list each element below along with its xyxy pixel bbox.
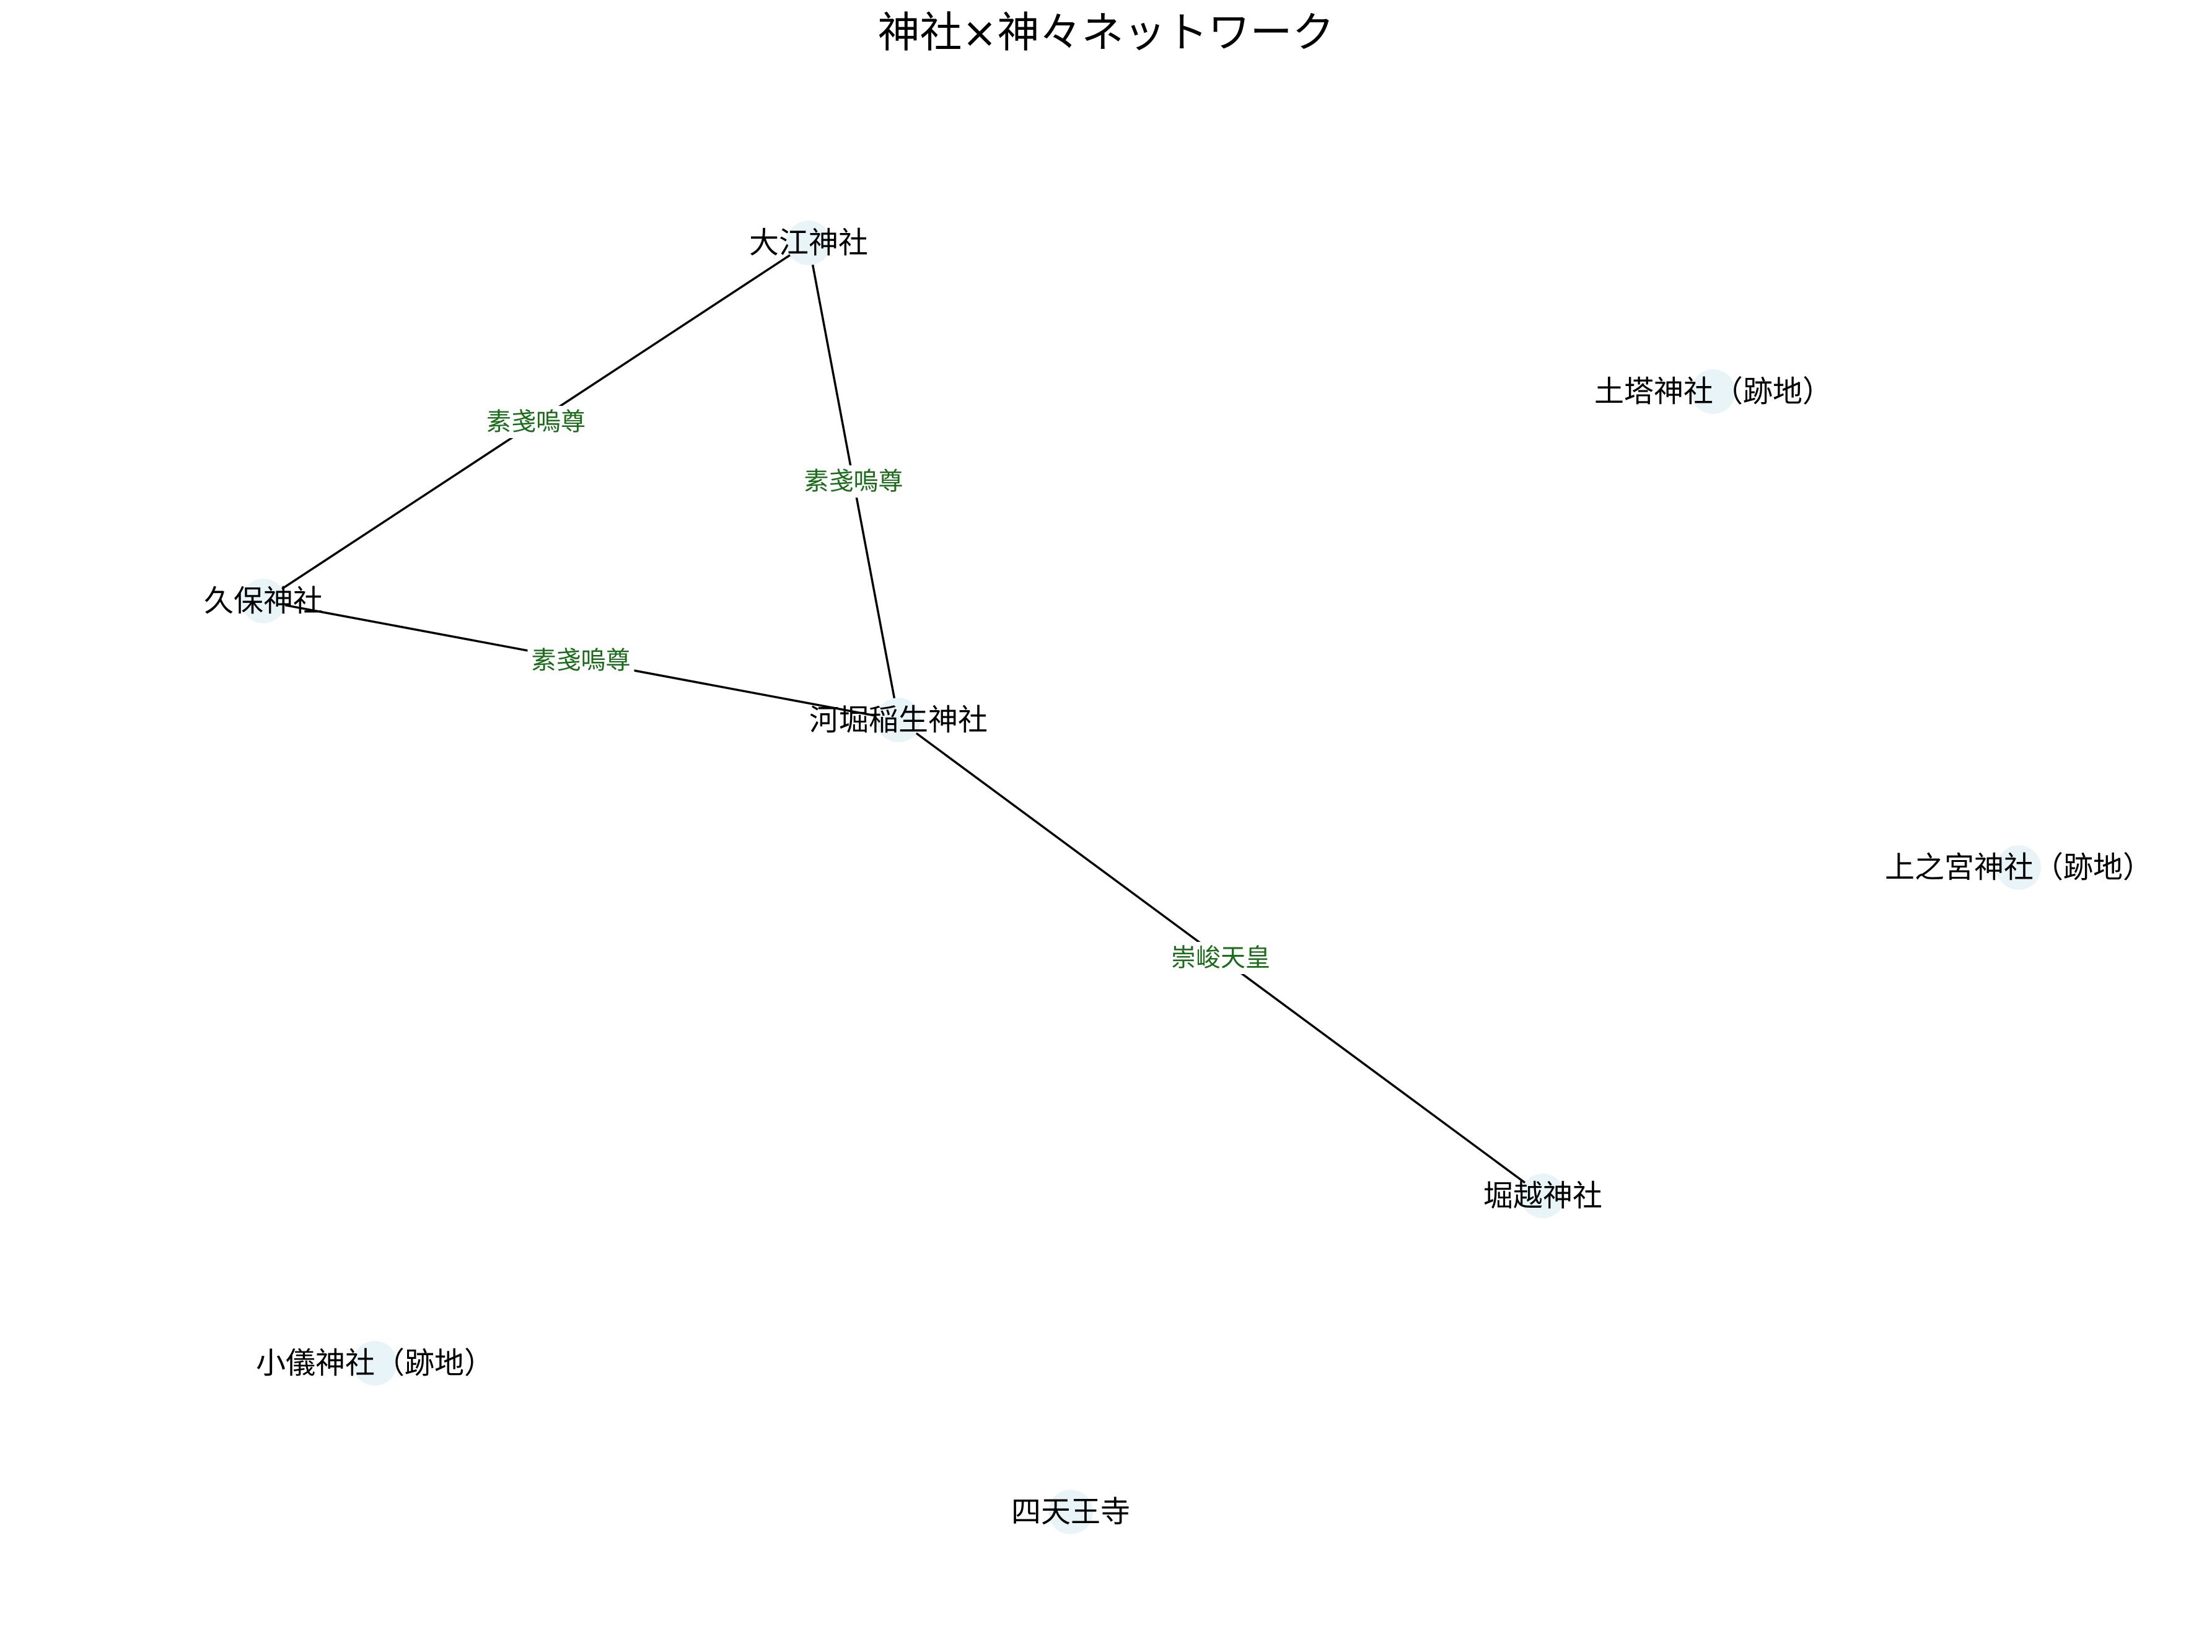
edge-label-background: [527, 644, 634, 677]
node-circle-ogi: [353, 1341, 397, 1386]
diagram-title: 神社×神々ネットワーク: [878, 9, 1335, 58]
edge-label-group-oe-kawahori: 素戔嗚尊: [800, 465, 907, 498]
node-label-uenomiya: 上之宮神社（跡地）: [1885, 850, 2153, 885]
node-shitennoji: 四天王寺: [1011, 1490, 1130, 1534]
edge-label-background: [1167, 942, 1274, 974]
edge-label-background: [800, 465, 907, 498]
node-circle-uenomiya: [1996, 845, 2041, 890]
node-label-doto: 土塔神社（跡地）: [1594, 374, 1832, 409]
edge-label: 素戔嗚尊: [486, 408, 586, 436]
node-label-shitennoji: 四天王寺: [1011, 1495, 1130, 1529]
node-circle-kawahori: [876, 698, 921, 742]
edge-label: 素戔嗚尊: [804, 467, 903, 496]
node-doto: 土塔神社（跡地）: [1594, 369, 1832, 414]
node-kubo: 久保神社: [204, 579, 323, 623]
node-circle-doto: [1691, 369, 1736, 414]
node-circle-oe: [786, 221, 831, 265]
node-ogi: 小儀神社（跡地）: [256, 1341, 494, 1386]
node-circle-shitennoji: [1048, 1490, 1093, 1534]
node-label-kubo: 久保神社: [204, 584, 323, 618]
node-label-ogi: 小儀神社（跡地）: [256, 1346, 494, 1381]
edge-label: 素戔嗚尊: [532, 646, 631, 675]
node-label-horikoshi: 堀越神社: [1483, 1179, 1602, 1213]
node-horikoshi: 堀越神社: [1483, 1174, 1602, 1218]
node-kawahori: 河堀稲生神社: [809, 698, 988, 742]
node-label-oe: 大江神社: [749, 226, 868, 260]
edge-label-group-kawahori-horikoshi: 崇峻天皇: [1167, 942, 1274, 974]
edge-label-background: [483, 406, 589, 438]
edge-label: 崇峻天皇: [1171, 944, 1270, 972]
node-circle-kubo: [241, 579, 286, 623]
node-circle-horikoshi: [1521, 1174, 1565, 1218]
edge-label-group-kubo-kawahori: 素戔嗚尊: [527, 644, 634, 677]
edge-label-group-oe-kubo: 素戔嗚尊: [483, 406, 589, 438]
node-uenomiya: 上之宮神社（跡地）: [1885, 845, 2153, 890]
node-label-kawahori: 河堀稲生神社: [809, 703, 988, 737]
node-oe: 大江神社: [749, 221, 868, 265]
